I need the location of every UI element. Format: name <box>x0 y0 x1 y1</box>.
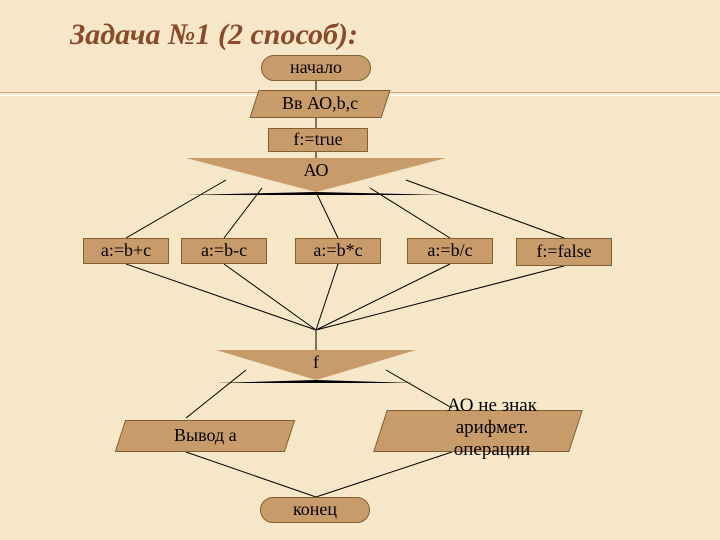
label: Вв АО,b,c <box>282 94 358 114</box>
label: a:=b*c <box>313 241 362 261</box>
terminator-end: конец <box>260 497 370 523</box>
label: a:=b+c <box>101 241 151 261</box>
output-err-text: АО не знак арифмет. операции <box>402 395 582 461</box>
label: a:=b/c <box>427 241 472 261</box>
line3: операции <box>454 439 531 460</box>
branch-div: a:=b/c <box>407 238 493 264</box>
canvas-background <box>0 0 720 540</box>
label: a:=b-c <box>201 241 247 261</box>
io-output-a: Вывод а <box>115 420 295 452</box>
branch-sub: a:=b-c <box>181 238 267 264</box>
label: начало <box>290 58 342 78</box>
label: Вывод а <box>174 426 237 446</box>
page-title: Задача №1 (2 способ): <box>70 18 358 52</box>
branch-add: a:=b+c <box>83 238 169 264</box>
decision-ao-label: АО <box>266 160 366 181</box>
terminator-start: начало <box>261 55 371 81</box>
branch-mul: a:=b*c <box>295 238 381 264</box>
line1: АО не знак <box>447 395 537 416</box>
branch-false: f:=false <box>516 238 612 266</box>
decision-f-label: f <box>266 352 366 373</box>
label: f:=false <box>536 242 591 262</box>
process-ftrue: f:=true <box>268 128 368 152</box>
label: конец <box>293 500 337 520</box>
label: f:=true <box>293 130 342 150</box>
io-input: Вв АО,b,c <box>249 90 390 118</box>
line2: арифмет. <box>456 417 529 438</box>
